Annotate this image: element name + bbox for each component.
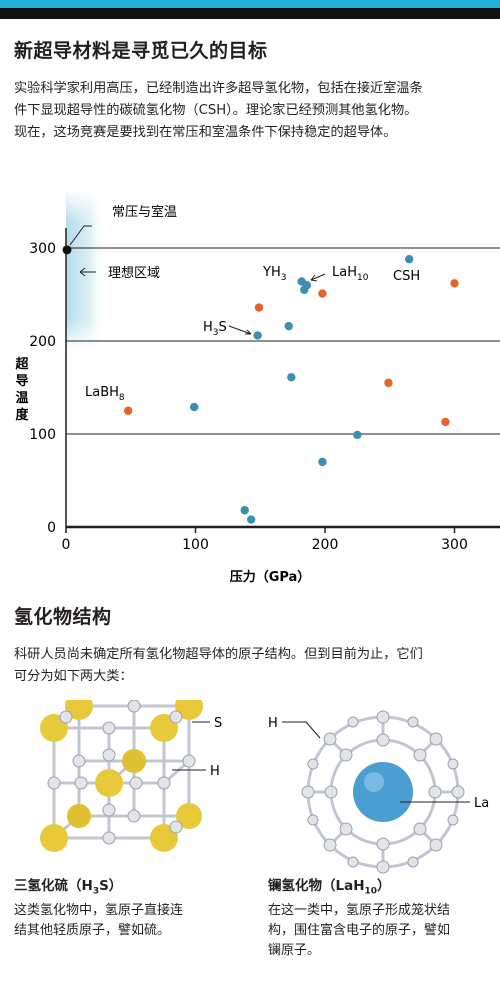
annotation-ambient: 常压与室温	[69, 204, 177, 246]
data-point	[240, 506, 249, 515]
data-point	[318, 289, 327, 298]
x-tick-label: 100	[182, 537, 209, 553]
y-tick-label: 0	[47, 520, 56, 536]
intro-line: 实验科学家利用高压，已经制造出许多超导氢化物，包括在接近室温条	[14, 81, 423, 96]
data-point	[300, 285, 309, 295]
y-tick-label: 300	[29, 241, 56, 257]
annotation-h3s: H3S	[203, 320, 252, 338]
data-point	[353, 430, 362, 440]
data-point	[384, 378, 393, 388]
data-point	[404, 254, 414, 264]
label-ideal-zone: 理想区域	[108, 265, 160, 281]
top-black-bar	[0, 8, 500, 19]
h3s-description: 这类氢化物中，氢原子直接连 结其他轻质原子，譬如硫。	[14, 903, 184, 938]
annotation-ideal-zone: 理想区域	[79, 265, 160, 281]
data-point	[287, 373, 296, 382]
data-point	[254, 303, 264, 312]
label-lah10: LaH10	[332, 265, 369, 283]
tc-vs-pressure-chart: 0 100 200 300 0 100 200 300 常压与室温 理想区域 YH3 LaH1…	[15, 190, 500, 585]
annotation-lah10: LaH10	[310, 265, 369, 283]
x-tick-label: 200	[312, 537, 339, 553]
data-point	[318, 457, 327, 467]
lanthanum-atom-highlight	[364, 772, 384, 792]
structures-line: 科研人员尚未确定所有氢化物超导体的原子结构。但到目前为止，它们	[14, 647, 423, 662]
x-tick-label: 300	[441, 537, 468, 553]
lah10-label-la: La	[474, 796, 489, 811]
label-ambient: 常压与室温	[112, 204, 177, 220]
hydrogen-atoms	[47, 700, 196, 845]
h3s-label-h: H	[210, 764, 220, 779]
label-labh8: LaBH8	[85, 385, 125, 403]
data-point	[253, 331, 262, 340]
h3s-structure-diagram: S H	[40, 700, 222, 852]
lah10-hydrogen-atoms	[301, 710, 465, 874]
top-accent-bar	[0, 0, 500, 8]
lah10-title: 镧氢化物（LaH10）	[268, 878, 391, 897]
section-title-structures: 氢化物结构	[14, 606, 112, 628]
lah10-description: 在这一类中，氢原子形成笼状结 构，围住富含电子的原子，譬如 镧原子。	[268, 903, 451, 958]
intro-paragraph: 实验科学家利用高压，已经制造出许多超导氢化物，包括在接近室温条 件下显现超导性的…	[14, 78, 490, 144]
label-yh3: YH3	[262, 265, 286, 283]
section-title-superconductors: 新超导材料是寻觅已久的目标	[14, 40, 268, 62]
x-tick-label: 0	[62, 537, 71, 553]
y-tick-label: 200	[29, 334, 56, 350]
data-point	[450, 279, 459, 288]
lah10-label-h: H	[268, 716, 278, 731]
data-point	[246, 515, 256, 524]
data-point	[441, 417, 450, 427]
label-csh: CSH	[393, 269, 420, 284]
h3s-label-s: S	[214, 716, 222, 731]
ideal-zone-shading	[66, 190, 106, 350]
label-h3s: H3S	[203, 320, 227, 338]
structures-line: 可分为如下两大类：	[14, 669, 133, 684]
data-point	[123, 406, 133, 415]
lanthanum-atom	[353, 762, 413, 822]
h3s-title: 三氢化硫（H3S）	[14, 878, 123, 897]
lah10-structure-diagram: H La	[268, 710, 489, 874]
data-point	[190, 402, 199, 412]
x-axis-label: 压力（GPa）	[230, 569, 311, 585]
data-point	[284, 321, 293, 331]
ambient-reference-point	[62, 245, 72, 255]
y-tick-label: 100	[29, 427, 56, 443]
sulfur-atoms	[40, 700, 203, 852]
structures-paragraph: 科研人员尚未确定所有氢化物超导体的原子结构。但到目前为止，它们 可分为如下两大类…	[14, 644, 490, 688]
intro-line: 件下显现超导性的碳硫氢化物（CSH）。理论家已经预测其他氢化物。	[14, 103, 418, 118]
intro-line: 现在，这场竞赛是要找到在常压和室温条件下保持稳定的超导体。	[14, 125, 397, 140]
y-axis-label: 超导温度	[15, 356, 29, 423]
